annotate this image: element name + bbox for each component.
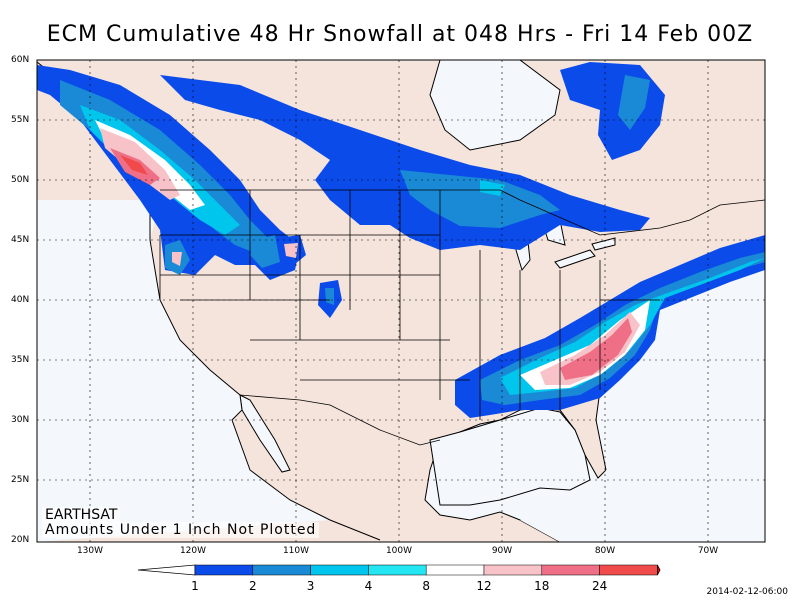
legend-label: 1	[191, 579, 199, 593]
legend-label: 8	[422, 579, 431, 593]
latitude-label: 25N	[11, 475, 30, 485]
latitude-label: 35N	[11, 355, 30, 365]
legend-swatch	[483, 564, 543, 576]
snow-blob-colorado-core	[325, 288, 334, 305]
legend-swatch	[541, 564, 600, 576]
snow-band-pnw-deep	[120, 155, 148, 175]
political-borders	[159, 189, 765, 446]
legend-swatch	[425, 564, 485, 576]
legend-swatch	[194, 564, 254, 576]
legend-label: 2	[248, 579, 257, 593]
timestamp: 2014-02-12-06:00	[706, 587, 789, 597]
legend-arrow-low	[137, 564, 196, 576]
legend-label: 3	[306, 579, 315, 593]
snow-band-canada-core	[480, 180, 505, 196]
hudson-bay	[429, 60, 561, 151]
latitude-label: 50N	[11, 175, 30, 185]
longitude-label: 100W	[385, 546, 413, 556]
map-frame	[36, 59, 766, 543]
longitude-label: 130W	[76, 546, 104, 556]
watermark: EARTHSAT	[42, 507, 121, 523]
snow-band-quebec-mid	[618, 75, 650, 130]
latitude-label: 45N	[11, 235, 30, 245]
longitude-label: 70W	[697, 546, 719, 556]
legend-swatch	[599, 564, 658, 576]
legend-swatch	[368, 564, 427, 576]
legend-arrow-high	[657, 564, 661, 576]
lake-erie	[554, 249, 596, 269]
longitude-label: 90W	[491, 546, 513, 556]
longitude-label: 80W	[594, 546, 616, 556]
legend-label: 18	[534, 579, 550, 593]
snow-blob-rockies-1-core	[172, 252, 182, 266]
legend-label: 12	[476, 579, 492, 593]
pacific-sw	[37, 340, 330, 542]
latitude-label: 20N	[11, 535, 30, 545]
gulf-of-california	[239, 394, 291, 473]
threshold-note: Amounts Under 1 Inch Not Plotted	[42, 522, 320, 538]
latitude-label: 55N	[11, 115, 30, 125]
gulf-of-mexico	[429, 407, 591, 506]
legend-label: 4	[364, 579, 373, 593]
legend-swatch	[310, 564, 369, 576]
snow-blob-wyoming	[250, 235, 280, 268]
legend-color-bar	[137, 564, 661, 576]
longitude-label: 110W	[282, 546, 310, 556]
map-title: ECM Cumulative 48 Hr Snowfall at 048 Hrs…	[46, 22, 754, 47]
longitude-label: 120W	[179, 546, 207, 556]
latitude-label: 60N	[11, 55, 30, 65]
atlantic-south	[520, 470, 765, 542]
snow-blob-rockies-2-core	[284, 243, 298, 258]
legend-swatch	[252, 564, 311, 576]
latitude-label: 40N	[11, 295, 30, 305]
snow-band-east-red	[560, 318, 632, 380]
pacific-west	[37, 200, 242, 420]
graticule	[37, 60, 765, 542]
legend-label: 24	[591, 579, 608, 593]
latitude-label: 30N	[11, 415, 30, 425]
